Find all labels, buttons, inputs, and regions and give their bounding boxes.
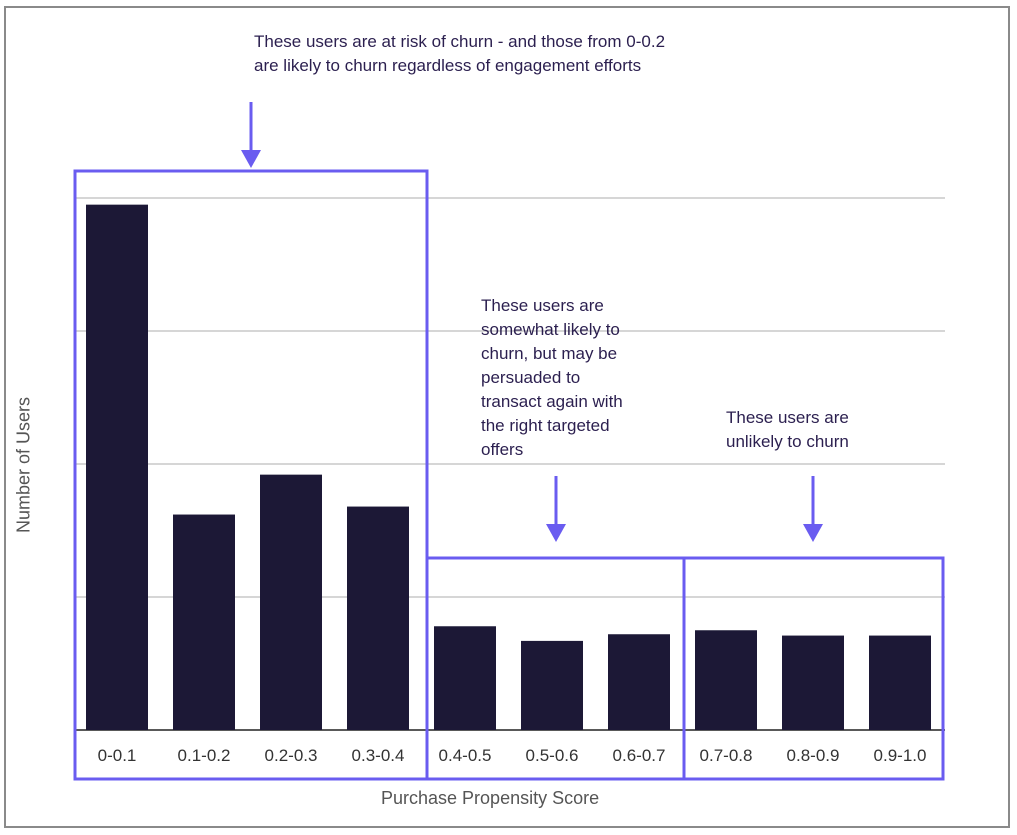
x-tick-label: 0.6-0.7 (612, 746, 666, 765)
bar (347, 506, 409, 730)
bar (434, 626, 496, 730)
x-tick-label: 0.8-0.9 (786, 746, 840, 765)
arrow-head (803, 524, 823, 542)
annotation-at-risk: These users are at risk of churn - and t… (254, 32, 666, 75)
x-tick-label: 0.3-0.4 (351, 746, 405, 765)
annotation-somewhat-likely: These users are somewhat likely to churn… (481, 296, 623, 459)
annotation-arrows (241, 102, 823, 542)
bar (608, 634, 670, 730)
x-tick-label: 0.5-0.6 (525, 746, 579, 765)
bar (782, 635, 844, 730)
x-tick-label: 0.7-0.8 (699, 746, 753, 765)
bar (869, 635, 931, 730)
bar (173, 514, 235, 730)
x-tick-label: 0.2-0.3 (264, 746, 318, 765)
bar (86, 204, 148, 730)
x-tick-label: 0.9-1.0 (873, 746, 927, 765)
x-tick-label: 0.1-0.2 (177, 746, 231, 765)
x-tick-label: 0-0.1 (97, 746, 137, 765)
bar (695, 630, 757, 730)
x-axis-title: Purchase Propensity Score (381, 788, 600, 808)
arrow-head (241, 150, 261, 168)
group-box (682, 556, 945, 781)
y-axis-title: Number of Users (13, 396, 34, 534)
x-tick-label: 0.4-0.5 (438, 746, 492, 765)
group-boxes (73, 169, 945, 781)
arrow-head (546, 524, 566, 542)
group-box (73, 169, 429, 781)
bar (260, 474, 322, 730)
bar (521, 640, 583, 730)
bars (86, 204, 931, 730)
annotation-unlikely: These users are unlikely to churn (726, 408, 849, 451)
